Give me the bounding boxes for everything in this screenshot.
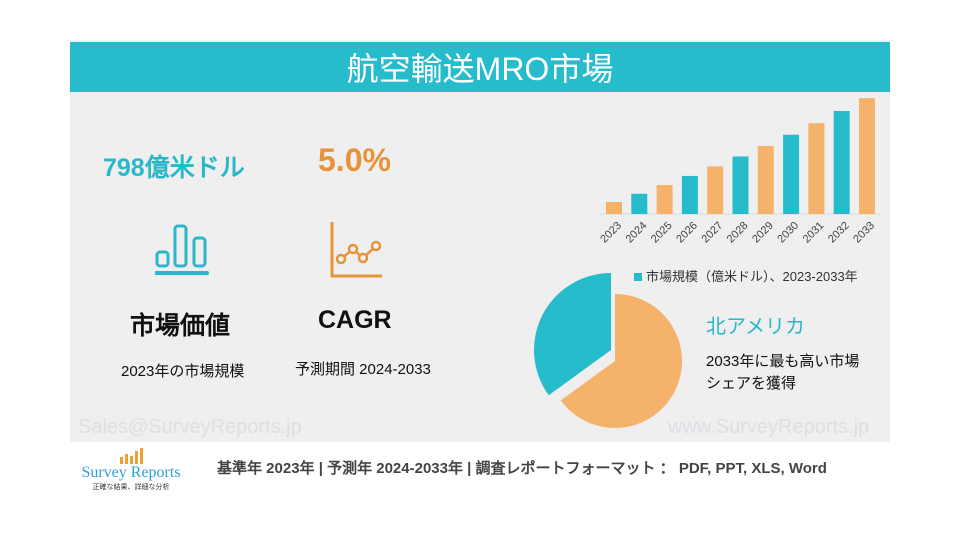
site-watermark: www.SurveyReports.jp bbox=[668, 416, 870, 438]
region-desc-2: シェアを獲得 bbox=[706, 375, 797, 392]
email-watermark: Sales@SurveyReports.jp bbox=[78, 416, 302, 438]
x-tick-label: 2031 bbox=[801, 220, 827, 246]
x-tick-label: 2030 bbox=[775, 220, 801, 246]
bar-2023 bbox=[606, 202, 622, 214]
pie-slice-1 bbox=[560, 294, 682, 429]
x-tick-label: 2024 bbox=[624, 220, 650, 246]
logo-name: Survey Reports bbox=[81, 464, 181, 481]
bar-2025 bbox=[656, 185, 673, 214]
bar-chart-icon bbox=[154, 220, 211, 285]
bar-2024 bbox=[631, 193, 648, 214]
x-tick-label: 2033 bbox=[851, 220, 877, 246]
bar-2027 bbox=[707, 166, 724, 214]
bar-2026 bbox=[681, 175, 698, 214]
logo: Survey Reports 正確な結果、詳細な分析 bbox=[76, 448, 186, 492]
cagr-sub: 予測期間 2024-2033 bbox=[295, 361, 431, 378]
pie-slice-0 bbox=[534, 273, 611, 396]
x-tick-label: 2029 bbox=[750, 220, 776, 246]
bar-2030 bbox=[783, 134, 800, 214]
market-value: 798億米ドル bbox=[103, 154, 245, 182]
legend-swatch bbox=[634, 273, 642, 281]
logo-tagline: 正確な結果、詳細な分析 bbox=[92, 484, 170, 491]
page-title: 航空輸送MRO市場 bbox=[70, 40, 890, 92]
x-tick-label: 2028 bbox=[725, 220, 751, 246]
region-desc-1: 2033年に最も高い市場 bbox=[706, 353, 860, 370]
market-label: 市場価値 bbox=[130, 312, 231, 340]
x-tick-label: 2023 bbox=[598, 220, 624, 246]
footer-info: 基準年 2023年 | 予測年 2024-2033年 | 調査レポートフォーマッ… bbox=[217, 460, 827, 477]
bar-2031 bbox=[808, 123, 825, 214]
bar-2029 bbox=[757, 145, 774, 214]
chart-legend: 市場規模（億米ドル）、2023-2033年 bbox=[634, 266, 858, 285]
market-sub: 2023年の市場規模 bbox=[121, 363, 245, 380]
line-chart-icon bbox=[330, 220, 386, 285]
bar-2028 bbox=[732, 156, 749, 214]
infographic-card: 航空輸送MRO市場 bbox=[70, 40, 890, 442]
bar-2033 bbox=[859, 98, 875, 214]
logo-bars-icon bbox=[76, 448, 186, 464]
region-name: 北アメリカ bbox=[706, 316, 805, 338]
bar-2032 bbox=[833, 110, 850, 214]
legend-label: 市場規模（億米ドル）、2023-2033年 bbox=[646, 269, 858, 284]
x-tick-label: 2025 bbox=[649, 220, 675, 246]
cagr-label: CAGR bbox=[318, 306, 392, 334]
x-tick-label: 2032 bbox=[826, 220, 852, 246]
x-tick-label: 2027 bbox=[700, 220, 726, 246]
x-tick-label: 2026 bbox=[674, 220, 700, 246]
cagr-value: 5.0% bbox=[318, 142, 391, 178]
